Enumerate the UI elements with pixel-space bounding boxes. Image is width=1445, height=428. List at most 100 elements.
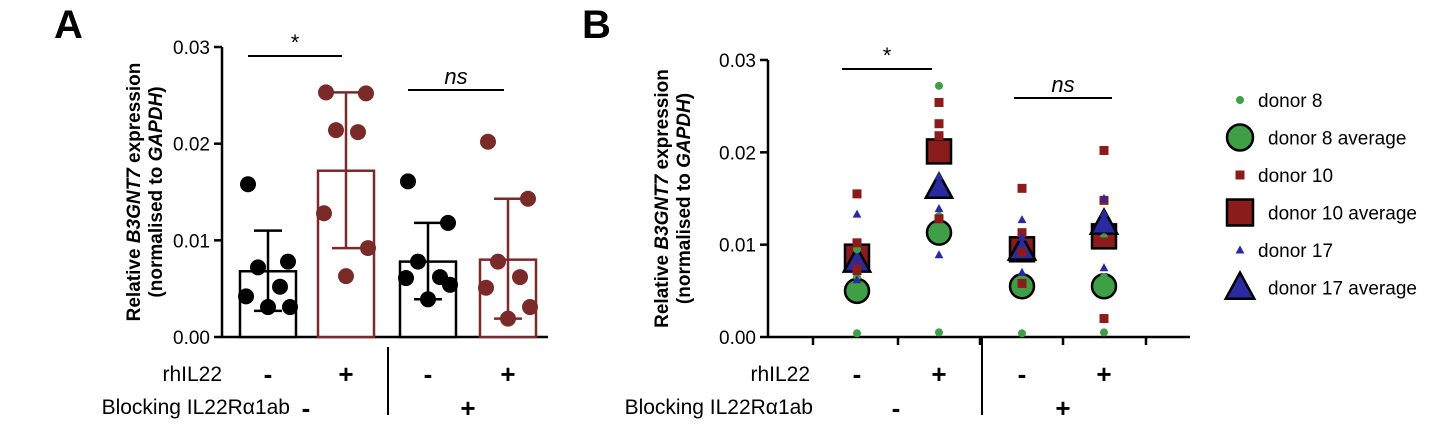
panel-a-rhil22-sign: + xyxy=(338,359,353,389)
panel-a-data-point xyxy=(318,84,334,101)
panel-b-letter: B xyxy=(582,3,611,47)
panel-a-data-point xyxy=(282,299,298,316)
legend-marker xyxy=(1235,245,1245,254)
legend-marker xyxy=(1236,96,1244,104)
panel-b-data-point xyxy=(1100,328,1108,337)
panel-a-data-point xyxy=(522,299,538,316)
panel-b-blocking-label: Blocking IL22Rα1ab xyxy=(625,396,813,419)
legend-marker xyxy=(1225,123,1255,152)
panel-b-rhil22-label: rhIL22 xyxy=(750,363,810,386)
panel-b-data-point xyxy=(1017,215,1027,224)
panel-b-data-point xyxy=(852,189,862,199)
panel-b-ylabel-line1-prefix: Relative xyxy=(652,250,673,328)
panel-a-data-point xyxy=(238,288,254,305)
panel-a-y-tick-label: 0.02 xyxy=(173,135,210,156)
panel-a-data-point xyxy=(500,310,516,327)
panel-a-ylabel-line2-gene: GAPDH xyxy=(146,91,167,161)
legend: donor 8 donor 8 average donor 10 donor 10 a… xyxy=(1223,91,1417,300)
panel-b-data-point xyxy=(934,131,944,141)
panel-b-ylabel-line1-gene: B3GNT7 xyxy=(652,173,673,249)
panel-b-data-point xyxy=(935,328,943,337)
panel-b-data-point xyxy=(852,238,862,248)
panel-a-blocking-label: Blocking IL22Rα1ab xyxy=(102,396,290,419)
panel-a-rhil22-label: rhIL22 xyxy=(162,363,222,386)
panel-a-data-point xyxy=(490,253,506,270)
panel-b-data-point xyxy=(853,329,861,338)
panel-b-data-point xyxy=(1017,267,1027,276)
panel-b-significance-label: ns xyxy=(1051,72,1074,97)
panel-a-data-point xyxy=(338,268,354,285)
panel-b-ylabel-line2-prefix: (normalised to xyxy=(674,168,695,304)
panel-b-data-point xyxy=(1017,278,1027,288)
panel-a-data-point xyxy=(400,173,416,190)
panel-b-data-point xyxy=(1099,208,1109,217)
panel-a-data-point xyxy=(480,133,496,150)
panel-b-ylabel-line1: Relative B3GNT7 expression xyxy=(652,69,673,328)
panel-a-rhil22-sign: - xyxy=(264,359,273,389)
panel-b-average-marker xyxy=(923,171,955,200)
panel-b-rhil22-sign: + xyxy=(1096,359,1111,389)
panel-b-chart: 0.00 0.01 0.02 0.03 Relative B3GNT7 expressi… xyxy=(652,43,1190,423)
legend-label: donor 17 average xyxy=(1268,279,1417,300)
panel-b-data-point xyxy=(934,250,944,259)
legend-label: donor 17 xyxy=(1258,241,1333,262)
legend-marker xyxy=(1223,269,1257,300)
panel-a-data-point xyxy=(360,240,376,257)
panel-b-blocking-sign: + xyxy=(1055,393,1070,423)
panel-b-data-point xyxy=(852,209,862,218)
panel-a-data-point xyxy=(316,205,332,222)
panel-a-data-point xyxy=(442,276,458,293)
panel-b-data-point xyxy=(934,171,944,180)
panel-a-data-point xyxy=(512,269,528,286)
panel-a-rhil22-sign: + xyxy=(500,359,515,389)
panel-a-y-tick-label: 0.01 xyxy=(173,231,210,252)
panel-b-ylabel-line2-gene: GAPDH xyxy=(674,98,695,168)
panel-b-data-point xyxy=(1099,314,1109,324)
panel-a-chart: 0.00 0.01 0.02 0.03 Relative B3GNT7 expressi… xyxy=(124,30,548,423)
panel-a-data-point xyxy=(440,214,456,231)
panel-b-data-point xyxy=(1017,232,1027,241)
panel-b-data-point xyxy=(935,81,943,90)
panel-b-blocking-sign: - xyxy=(892,393,901,423)
panel-b-data-point xyxy=(852,266,862,276)
panel-b-data-point xyxy=(1017,183,1027,193)
panel-a-data-point xyxy=(280,253,296,270)
panel-a-data-point xyxy=(328,122,344,139)
panel-b-data-point xyxy=(1018,329,1026,338)
panel-b-data-point xyxy=(934,97,944,107)
panel-a-data-point xyxy=(520,190,536,207)
panel-b-y-tick-label: 0.03 xyxy=(719,51,756,72)
panel-a-ylabel-line1-prefix: Relative xyxy=(124,243,145,321)
panel-b-average-marker xyxy=(925,219,953,246)
panel-a-ylabel-line2-prefix: (normalised to xyxy=(146,161,167,297)
panel-a-letter: A xyxy=(54,3,83,47)
legend-marker xyxy=(1225,198,1255,227)
panel-a-ylabel-line2-suffix: ) xyxy=(146,86,167,92)
panel-a-data-point xyxy=(260,299,276,316)
panel-b-data-point xyxy=(1100,272,1108,281)
panel-b-rhil22-sign: - xyxy=(853,359,862,389)
panel-b-significance-label: * xyxy=(883,43,892,68)
legend-label: donor 10 xyxy=(1258,166,1333,187)
panel-a-y-tick-label: 0.00 xyxy=(173,328,210,349)
legend-label: donor 8 average xyxy=(1268,129,1406,150)
panel-b-data-point xyxy=(852,260,862,270)
panel-a-ylabel-line1-gene: B3GNT7 xyxy=(124,167,145,243)
panel-a-blocking-sign: + xyxy=(460,393,475,423)
panel-b-rhil22-sign: - xyxy=(1018,359,1027,389)
panel-a-data-point xyxy=(398,270,414,287)
panel-b-data-point xyxy=(1017,247,1027,257)
panel-a-data-point xyxy=(410,253,426,270)
panel-b-data-point xyxy=(1017,228,1027,238)
panel-a-data-point xyxy=(272,278,288,295)
panel-b-data-point xyxy=(1099,145,1109,155)
panel-b-y-tick-label: 0.00 xyxy=(719,328,756,349)
legend-label: donor 10 average xyxy=(1268,204,1417,225)
panel-a-data-point xyxy=(358,85,374,102)
panel-b-y-tick-label: 0.02 xyxy=(719,143,756,164)
panel-a-rhil22-sign: - xyxy=(424,359,433,389)
panel-b-data-point xyxy=(852,256,862,265)
panel-a-data-point xyxy=(350,124,366,141)
panel-b-rhil22-sign: + xyxy=(931,359,946,389)
legend-label: donor 8 xyxy=(1258,91,1322,112)
